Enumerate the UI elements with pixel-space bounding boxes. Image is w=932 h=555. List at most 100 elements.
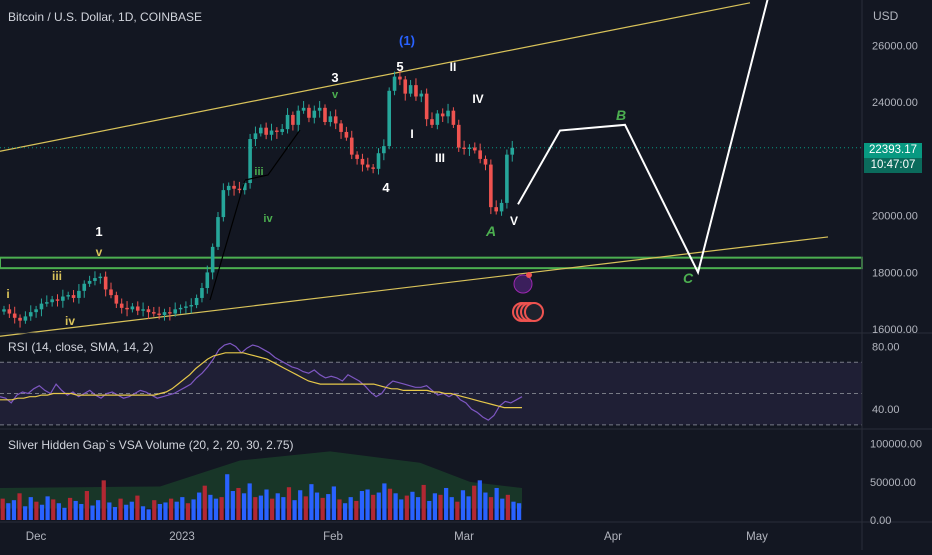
volume-bar bbox=[51, 499, 56, 520]
currency-label: USD bbox=[873, 9, 899, 23]
candle-body bbox=[366, 164, 370, 168]
volume-bar bbox=[342, 503, 348, 520]
candle-body bbox=[114, 295, 119, 304]
candle-body bbox=[414, 85, 418, 97]
candle-body bbox=[483, 158, 488, 165]
volume-bar bbox=[432, 493, 438, 520]
volume-bar bbox=[67, 497, 73, 520]
candle-body bbox=[478, 150, 482, 159]
volume-bar bbox=[404, 495, 409, 520]
candle-body bbox=[194, 297, 199, 306]
candle-body bbox=[146, 309, 151, 313]
wave-label: (1) bbox=[399, 33, 415, 48]
wave-label: 1 bbox=[95, 224, 102, 239]
volume-bar bbox=[281, 497, 286, 520]
candle-body bbox=[173, 309, 177, 314]
wave-label: iv bbox=[65, 314, 75, 328]
candle-body bbox=[440, 113, 445, 117]
time-tick-label: Feb bbox=[323, 531, 343, 543]
volume-bar bbox=[286, 487, 292, 520]
wave-label: 4 bbox=[382, 180, 390, 195]
volume-bar bbox=[124, 504, 129, 520]
wave-label: i bbox=[6, 287, 9, 301]
candle-body bbox=[23, 316, 28, 321]
candle-body bbox=[45, 302, 49, 304]
candle-body bbox=[141, 309, 145, 311]
chart-title: Bitcoin / U.S. Dollar, 1D, COINBASE bbox=[8, 10, 203, 24]
candle-body bbox=[77, 290, 81, 298]
volume-bar bbox=[79, 503, 84, 520]
volume-pane[interactable] bbox=[0, 451, 522, 520]
candle-body bbox=[333, 116, 338, 124]
candle-body bbox=[2, 309, 6, 312]
lightning-icon bbox=[513, 274, 533, 294]
volume-bar bbox=[253, 497, 258, 520]
volume-bar bbox=[444, 487, 449, 520]
volume-bar bbox=[17, 493, 22, 520]
volume-bar bbox=[185, 503, 191, 520]
volume-bar bbox=[410, 491, 415, 520]
volume-bar bbox=[483, 492, 488, 520]
time-tick-label: 2023 bbox=[169, 531, 195, 543]
candle-body bbox=[489, 164, 493, 208]
volume-bar bbox=[163, 502, 168, 520]
volume-bar bbox=[174, 501, 179, 520]
rsi-pane[interactable] bbox=[0, 342, 862, 426]
volume-bar bbox=[107, 502, 112, 520]
volume-bar bbox=[56, 503, 61, 520]
volume-bar bbox=[516, 503, 522, 520]
candle-body bbox=[382, 146, 386, 154]
volume-bar bbox=[34, 501, 39, 520]
candle-body bbox=[253, 133, 258, 140]
volume-bar bbox=[90, 505, 95, 520]
candle-body bbox=[232, 185, 236, 189]
support-zone bbox=[0, 256, 863, 270]
candle-body bbox=[28, 312, 33, 317]
candle-body bbox=[408, 85, 413, 94]
candle-body bbox=[371, 167, 375, 169]
volume-tick-label: 0.00 bbox=[870, 515, 891, 527]
volume-bar bbox=[477, 480, 482, 520]
candle-body bbox=[34, 309, 38, 313]
volume-bar bbox=[337, 499, 342, 520]
candle-body bbox=[125, 307, 129, 310]
candle-body bbox=[103, 276, 108, 290]
wave-label: iii bbox=[52, 269, 62, 283]
candle-body bbox=[301, 107, 306, 111]
candle-body bbox=[226, 185, 231, 191]
volume-bar bbox=[152, 500, 157, 520]
volume-tick-label: 50000.00 bbox=[870, 477, 916, 489]
candle-body bbox=[398, 76, 402, 80]
candle-body bbox=[499, 202, 504, 212]
volume-bar bbox=[0, 498, 5, 520]
wave-label: I bbox=[410, 127, 413, 141]
candle-body bbox=[162, 312, 167, 315]
volume-bar bbox=[371, 494, 376, 520]
candle-body bbox=[344, 131, 349, 138]
wave-label: A bbox=[485, 223, 496, 239]
candle-body bbox=[168, 312, 172, 314]
candle-body bbox=[473, 147, 477, 151]
wave-label: III bbox=[435, 151, 445, 165]
candle-body bbox=[205, 272, 210, 289]
candle-body bbox=[291, 114, 295, 125]
candle-body bbox=[242, 183, 247, 191]
volume-bar bbox=[118, 498, 123, 520]
time-tick-label: Apr bbox=[604, 531, 622, 543]
candle-body bbox=[505, 154, 509, 203]
volume-bar bbox=[258, 495, 264, 520]
candle-body bbox=[130, 306, 135, 310]
wave-label: B bbox=[616, 107, 626, 123]
volume-bar bbox=[455, 501, 460, 520]
rsi-line bbox=[0, 342, 523, 421]
volume-bar bbox=[135, 495, 140, 520]
candle-body bbox=[307, 107, 311, 118]
candle-body bbox=[178, 307, 183, 310]
candle-body bbox=[285, 114, 290, 130]
volume-bar bbox=[275, 493, 280, 520]
price-tick-label: 16000.00 bbox=[872, 324, 918, 336]
candle-body bbox=[269, 130, 274, 135]
